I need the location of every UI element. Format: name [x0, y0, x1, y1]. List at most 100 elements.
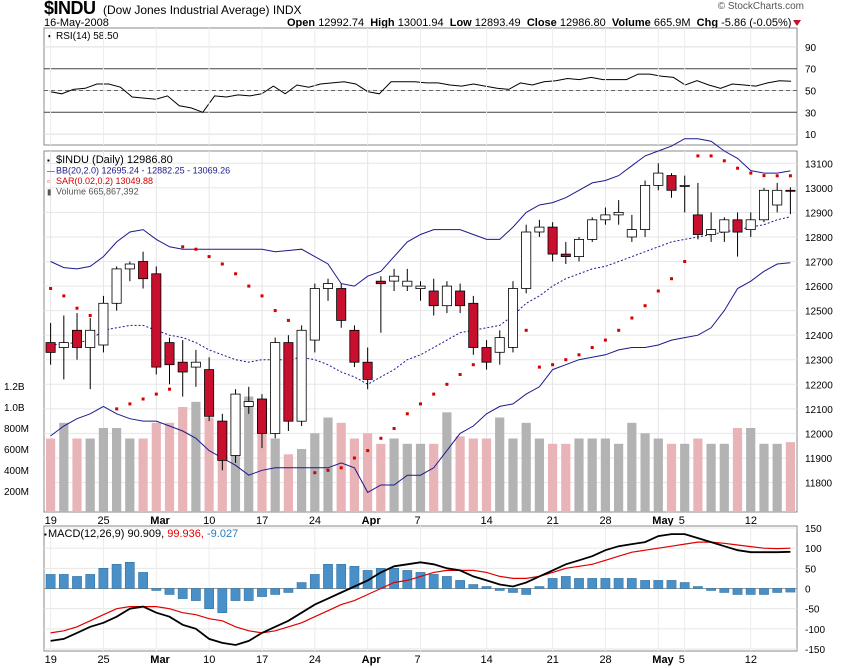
volume-bar	[693, 438, 703, 512]
candle-body	[600, 214, 611, 221]
date-axis-label-bottom: 28	[599, 654, 611, 666]
date-axis-label-bottom: May	[652, 654, 674, 666]
candle-body	[336, 288, 347, 321]
date-axis-label: 19	[45, 515, 57, 527]
sar-dot	[88, 314, 92, 317]
macd-histogram-bar	[693, 586, 703, 589]
volume-bar	[349, 438, 359, 512]
open-value: 12992.74	[318, 17, 365, 29]
volume-bar	[732, 428, 743, 512]
volume-bar	[376, 443, 386, 513]
volume-bar	[666, 443, 677, 513]
candle-body	[666, 175, 677, 191]
macd-histogram-bar	[560, 576, 571, 589]
macd-histogram-bar	[283, 588, 294, 593]
sar-dot	[392, 427, 396, 430]
sar-dot	[234, 272, 238, 276]
candle-body	[402, 280, 413, 287]
price-tick-label: 12000	[805, 429, 833, 440]
macd-signal-line	[50, 541, 791, 634]
close-label: Close	[526, 17, 557, 29]
sar-dot	[656, 289, 660, 293]
volume-bar	[759, 443, 769, 513]
volume-bar	[191, 401, 201, 513]
candle-body	[706, 229, 717, 235]
candle-body	[759, 189, 770, 221]
macd-histogram-bar	[296, 582, 307, 589]
volume-bar	[495, 417, 505, 512]
macd-tick-label: 100	[805, 544, 822, 555]
macd-histogram-bar	[759, 588, 769, 595]
volume-bar	[297, 449, 307, 512]
sar-dot	[207, 255, 211, 259]
macd-line	[50, 533, 791, 646]
candle-body	[151, 273, 162, 368]
price-tick-label: 12800	[805, 233, 833, 244]
macd-histogram-bar	[45, 574, 56, 589]
price-legend-item: $INDU (Daily) 12986.80	[56, 154, 173, 166]
volume-bar	[85, 438, 95, 512]
candle-body	[640, 184, 651, 230]
quote-line: Open 12992.74 High 13001.94 Low 12893.49…	[287, 17, 791, 29]
price-legend-item: Volume 665,867,392	[56, 187, 139, 197]
candle-body	[270, 342, 281, 434]
macd-legend-base: MACD(12,26,9)	[48, 528, 127, 540]
macd-histogram-bar	[600, 578, 611, 589]
macd-legend: MACD(12,26,9) 90.909, 99.936, -9.027	[48, 528, 238, 540]
macd-histogram-bar	[257, 588, 267, 597]
sar-dot	[670, 277, 673, 281]
sar-dot	[432, 392, 436, 396]
macd-histogram-bar	[164, 588, 175, 595]
macd-histogram-bar	[732, 588, 743, 595]
candle-body	[349, 329, 360, 363]
macd-histogram-bar	[270, 588, 281, 595]
candle-body	[190, 361, 201, 368]
rsi-tick-label: 90	[805, 43, 817, 54]
volume-tick-label: 600M	[4, 445, 29, 456]
candle-body	[692, 214, 703, 235]
macd-tick-label: 50	[805, 564, 817, 575]
price-legend-item: BB(20,2.0) 12695.24 - 12882.25 - 13069.2…	[56, 166, 230, 176]
macd-histogram-bar	[508, 588, 518, 593]
macd-histogram-bar	[111, 564, 122, 589]
macd-tick-label: 0	[805, 585, 811, 596]
macd-histogram-bar	[706, 588, 716, 591]
volume-bar	[283, 454, 293, 513]
sar-dot	[181, 245, 185, 249]
candle-body	[389, 275, 400, 282]
volume-bar	[125, 438, 135, 512]
volume-bar	[46, 438, 56, 512]
macd-histogram-bar	[468, 584, 479, 589]
macd-histogram-bar	[72, 576, 82, 589]
low-value: 12893.49	[474, 17, 521, 29]
candle-body	[164, 342, 175, 366]
sar-dot	[590, 346, 594, 349]
macd-histogram-bar	[455, 580, 465, 589]
date-axis-label-bottom: 12	[745, 654, 757, 666]
sar-dot	[749, 171, 753, 175]
macd-histogram-bar	[666, 580, 677, 589]
macd-histogram-bar	[653, 580, 664, 589]
macd-histogram-bar	[323, 564, 333, 589]
volume-bar	[468, 438, 478, 512]
volume-label: Volume	[611, 17, 651, 29]
volume-value: 665.9M	[653, 17, 691, 29]
macd-tick-label: -150	[805, 645, 825, 656]
macd-tick-label: -100	[805, 625, 825, 636]
sar-dot	[286, 318, 290, 322]
volume-bar	[785, 442, 795, 512]
candle-body	[521, 231, 532, 289]
macd-histogram-bar	[124, 562, 135, 589]
date-axis-label-bottom: 10	[203, 654, 215, 666]
candle-body	[204, 369, 215, 417]
macd-histogram-bar	[389, 568, 399, 589]
candle-body	[745, 219, 756, 231]
macd-histogram-bar	[336, 564, 347, 589]
rsi-tick-label: 30	[805, 108, 817, 119]
macd-legend-marker: ▪	[44, 530, 47, 539]
price-tick-label: 12200	[805, 380, 833, 391]
date-axis-label: 25	[97, 515, 109, 527]
close-value: 12986.80	[559, 17, 606, 29]
price-legend-marker: ▮	[47, 188, 51, 197]
